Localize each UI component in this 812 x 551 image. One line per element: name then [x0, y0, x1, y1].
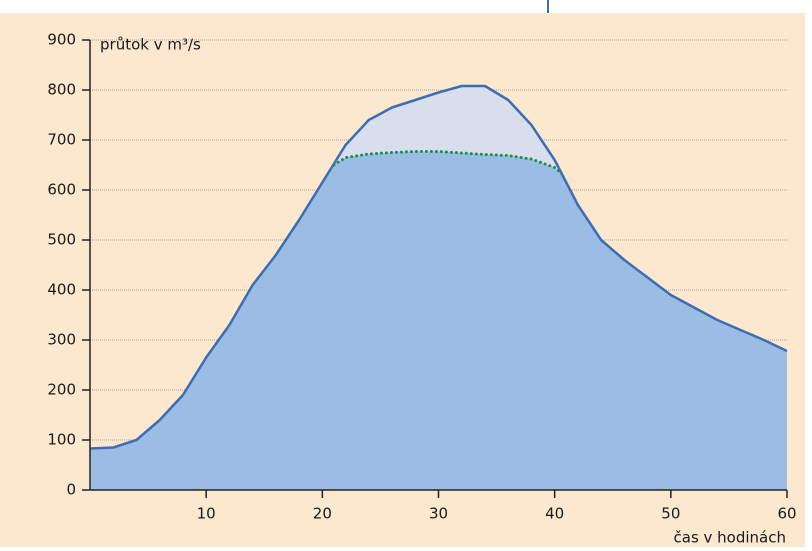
- x-tick-label: 20: [313, 505, 332, 523]
- x-axis-label: čas v hodinách: [674, 529, 787, 547]
- x-tick-label: 50: [661, 505, 680, 523]
- x-tick-label: 60: [777, 505, 796, 523]
- y-tick-label: 900: [47, 31, 76, 49]
- x-tick-label: 30: [429, 505, 448, 523]
- y-tick-label: 300: [47, 331, 76, 349]
- y-tick-label: 600: [47, 181, 76, 199]
- y-tick-label: 800: [47, 81, 76, 99]
- y-tick-label: 100: [47, 431, 76, 449]
- y-tick-label: 200: [47, 381, 76, 399]
- area: [90, 86, 787, 490]
- y-tick-label: 400: [47, 281, 76, 299]
- dotted-line: [332, 150, 562, 174]
- retention-area: [333, 86, 561, 173]
- y-tick-label: 700: [47, 131, 76, 149]
- y-axis-label: průtok v m³/s: [100, 36, 201, 54]
- y-tick-label: 500: [47, 231, 76, 249]
- x-tick-label: 10: [197, 505, 216, 523]
- line: [89, 84, 788, 450]
- x-tick-label: 40: [545, 505, 564, 523]
- y-tick-label: 0: [66, 481, 76, 499]
- plot: 0 100 200 300 400 500 600 700 800 900 10 20 30 40 50 60: [47, 31, 796, 523]
